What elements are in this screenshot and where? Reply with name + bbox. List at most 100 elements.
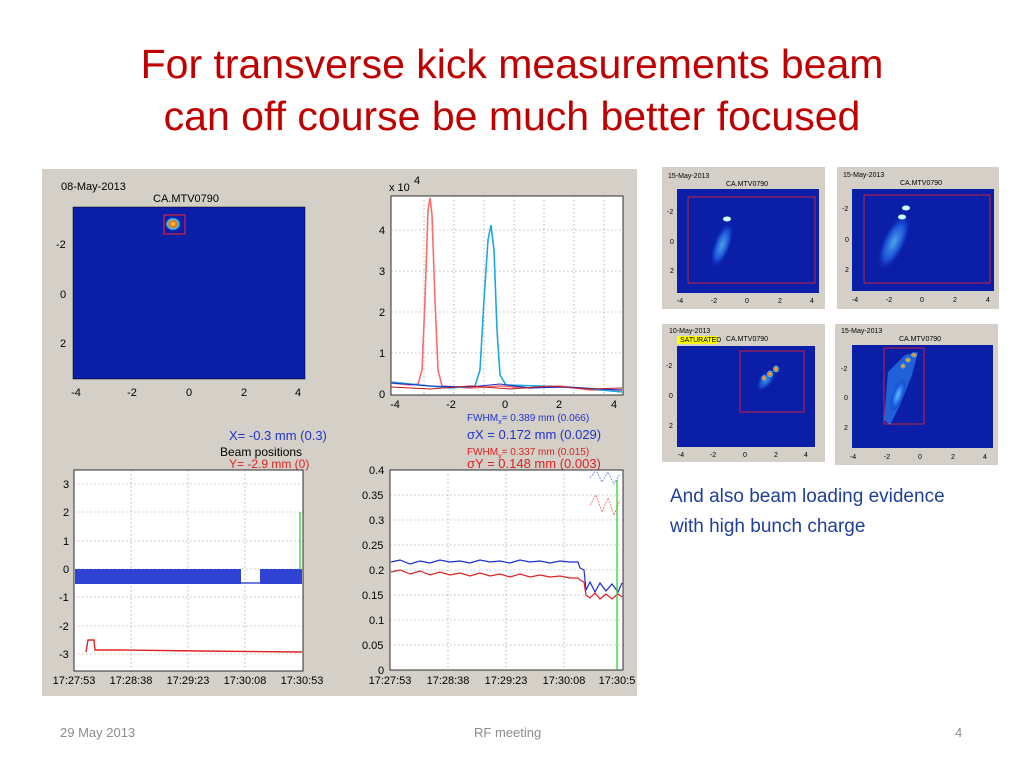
width-time-tick: 17:29:23 [485, 675, 528, 687]
profile-axes [390, 195, 624, 396]
thumbnail-2: 15-May-2013 CA.MTV0790 -2 0 2 -4 -2 0 2 … [837, 167, 999, 309]
pos-time-tick: 17:30:08 [224, 675, 267, 687]
thumbnail-ytick: 2 [844, 425, 848, 432]
beam-spot [902, 205, 910, 211]
thumbnail-ytick: 0 [844, 395, 848, 402]
profile-ytick: 0 [379, 389, 385, 401]
thumbnail-xtick: -4 [678, 452, 684, 459]
thumbnail-xtick: 2 [778, 298, 782, 305]
thumbnail-ytick: -2 [666, 363, 672, 370]
thumbnail-image [677, 346, 815, 447]
pos-ytick: -3 [59, 649, 69, 661]
thumbnail-xtick: 2 [953, 297, 957, 304]
thumbnail-image [852, 345, 993, 448]
thumbnail-4: 15-May-2013 CA.MTV0790 -2 0 2 -4 -2 0 2 … [835, 324, 998, 465]
thumbnail-xtick: 4 [810, 298, 814, 305]
beam-trail [709, 221, 735, 269]
sigma-y-trace [390, 569, 623, 600]
footer-date: 29 May 2013 [60, 725, 136, 740]
width-ytick: 0 [378, 665, 384, 677]
title-line-1: For transverse kick measurements beam [140, 41, 884, 87]
image-ytick: 2 [60, 338, 66, 350]
thumbnail-date: 10-May-2013 [669, 328, 710, 335]
thumbnail-xtick: -4 [850, 454, 856, 461]
thumbnail-xtick: -4 [677, 298, 683, 305]
thumbnail-xtick: 2 [951, 454, 955, 461]
pos-ytick: 1 [63, 536, 69, 548]
x-position-trace-end [260, 569, 302, 584]
thumbnail-xtick: 0 [918, 454, 922, 461]
thumbnail-ytick: 2 [845, 267, 849, 274]
roi-box [163, 214, 186, 235]
fwhm-y-label: FWHMy= 0.337 mm (0.015) [467, 447, 589, 460]
beam-spot [766, 370, 774, 378]
beam-spot [772, 365, 780, 373]
thumbnail-xtick: -2 [711, 298, 717, 305]
width-ytick: 0.05 [362, 640, 383, 652]
thumbnail-roi [687, 196, 816, 284]
thumbnail-3: 10-May-2013 SATURATED CA.MTV0790 -2 0 2 … [662, 324, 825, 462]
sigma-y-trace-dotted [589, 494, 621, 517]
image-ytick: -2 [56, 239, 66, 251]
width-time-tick: 17:28:38 [427, 675, 470, 687]
thumbnail-ytick: 2 [669, 423, 673, 430]
thumbnail-xtick: 4 [986, 297, 990, 304]
beam-spot [761, 374, 767, 382]
profile-plot: x 10 4 0 1 2 3 4 -4 -2 0 2 4 [379, 175, 624, 411]
profile-grid [391, 196, 623, 395]
profile-ytick: 3 [379, 266, 385, 278]
profile-exponent: 4 [414, 175, 420, 187]
profile-xtick: -2 [446, 399, 456, 411]
profile-fit-y [390, 385, 623, 390]
thumbnail-1: 15-May-2013 CA.MTV0790 -2 0 2 -4 -2 0 2 … [662, 167, 825, 309]
thumbnail-ytick: 0 [669, 393, 673, 400]
thumbnail-ytick: -2 [667, 209, 673, 216]
pos-ytick: 0 [63, 564, 69, 576]
saturated-badge [677, 336, 718, 344]
caption-line-2: with high bunch charge [670, 516, 866, 537]
pos-time-tick: 17:27:53 [53, 675, 96, 687]
profile-xtick: -4 [390, 399, 400, 411]
thumbnail-date: 15-May-2013 [843, 172, 884, 179]
width-time-tick: 17:27:53 [369, 675, 412, 687]
thumbnail-ytick: 0 [670, 239, 674, 246]
slide-caption: And also beam loading evidence with high… [670, 482, 1015, 542]
sigma-y-stat: σY = 0.148 mm (0.003) [467, 456, 601, 471]
pos-time-tick: 17:28:38 [110, 675, 153, 687]
slide-number: 4 [955, 725, 963, 740]
slide-title: For transverse kick measurements beam ca… [40, 38, 984, 142]
image-xtick: 2 [241, 387, 247, 399]
beam-spot [898, 214, 906, 220]
pos-ytick: -2 [59, 621, 69, 633]
thumbnail-xtick: 2 [774, 452, 778, 459]
width-ytick: 0.15 [362, 590, 383, 602]
main-figure: 08-May-2013 CA.MTV0790 -2 0 2 -4 -2 0 2 … [42, 169, 637, 696]
x-position-trace [75, 569, 241, 584]
profile-ytick: 2 [379, 307, 385, 319]
width-ytick: 0.3 [369, 515, 384, 527]
profile-xtick: 4 [611, 399, 617, 411]
thumbnail-xtick: 4 [983, 454, 987, 461]
thumbnail-xtick: -2 [886, 297, 892, 304]
width-time-tick: 17:30:08 [543, 675, 586, 687]
thumbnail-xtick: 0 [920, 297, 924, 304]
thumbnail-date: 15-May-2013 [668, 173, 709, 180]
profile-xtick: 2 [556, 399, 562, 411]
beam-spot [904, 357, 912, 363]
image-xtick: -4 [71, 387, 81, 399]
image-xtick: -2 [127, 387, 137, 399]
beam-spot [910, 352, 918, 358]
thumbnail-camera: CA.MTV0790 [726, 181, 768, 188]
pos-time-tick: 17:30:53 [281, 675, 324, 687]
thumbnail-xtick: 0 [743, 452, 747, 459]
thumbnail-image [852, 189, 994, 291]
camera-image: 08-May-2013 CA.MTV0790 -2 0 2 -4 -2 0 2 … [56, 181, 306, 399]
thumbnail-xtick: 4 [804, 452, 808, 459]
beam-spot [900, 363, 906, 369]
position-history-plot: 3 2 1 0 -1 -2 -3 17:27:53 17:28:38 17:29… [53, 469, 324, 687]
width-time-tick: 17:30:5 [599, 675, 636, 687]
beam-halo [889, 377, 907, 413]
thumbnail-roi [739, 350, 805, 413]
profile-exponent-base: x 10 [389, 182, 410, 194]
beam-positions-label: Beam positions [220, 445, 302, 459]
